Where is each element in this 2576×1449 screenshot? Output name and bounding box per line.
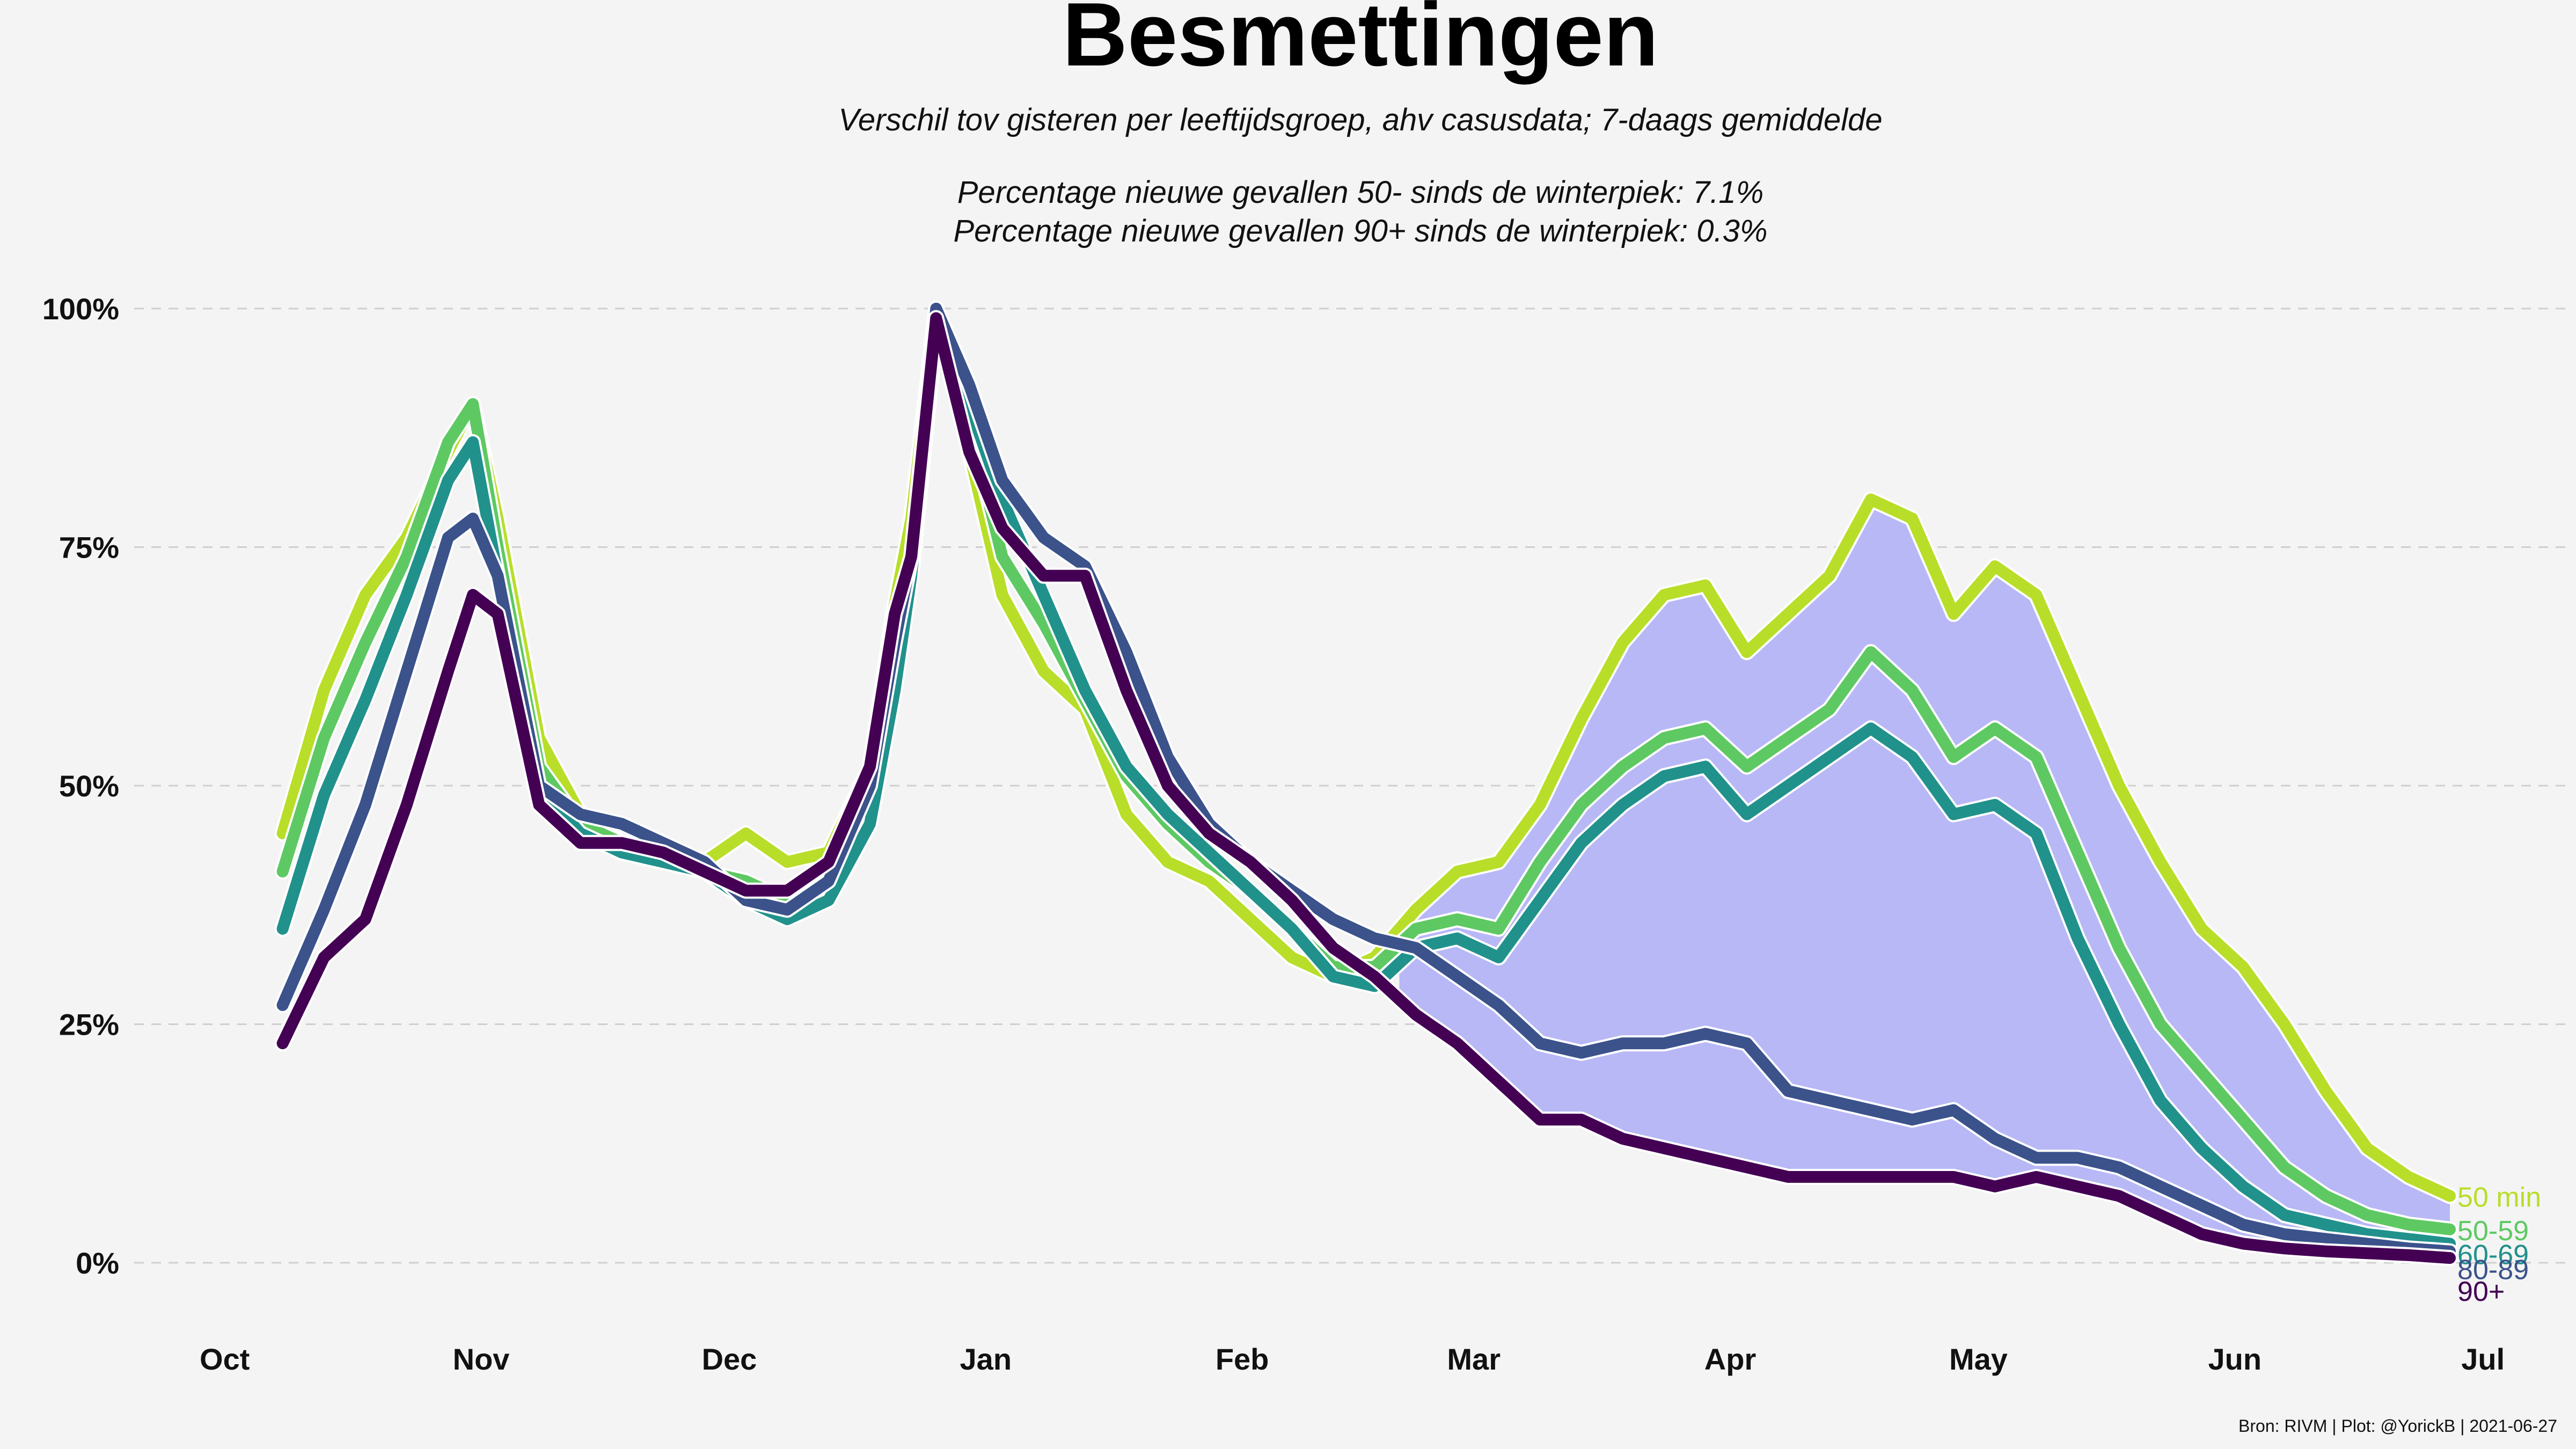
y-tick-label: 100% bbox=[42, 292, 119, 326]
series-line-80-89 bbox=[276, 303, 2456, 1257]
x-axis: Oct Nov Dec Jan Feb Mar Apr May Jun Jul bbox=[200, 1342, 2505, 1376]
chart-title: Besmettingen bbox=[1063, 0, 1659, 85]
series-end-label: 50-59 bbox=[2457, 1216, 2529, 1247]
x-tick-label: Mar bbox=[1447, 1342, 1501, 1376]
x-tick-label: Feb bbox=[1216, 1342, 1269, 1376]
y-tick-label: 75% bbox=[59, 531, 119, 565]
y-axis: 0% 25% 50% 75% 100% bbox=[42, 292, 119, 1280]
source-caption: Bron: RIVM | Plot: @YorickB | 2021-06-27 bbox=[2238, 1416, 2557, 1436]
series-end-label: 60-69 bbox=[2457, 1239, 2529, 1270]
chart-subtitle-line-3: Percentage nieuwe gevallen 90+ sinds de … bbox=[953, 214, 1767, 248]
y-tick-label: 25% bbox=[59, 1008, 119, 1042]
x-tick-label: Nov bbox=[453, 1342, 510, 1376]
chart-subtitle: Verschil tov gisteren per leeftijdsgroep… bbox=[838, 103, 1882, 137]
x-tick-label: Jun bbox=[2208, 1342, 2262, 1376]
x-tick-label: Jul bbox=[2461, 1342, 2505, 1376]
x-tick-label: Jan bbox=[960, 1342, 1012, 1376]
series-end-label: 90+ bbox=[2457, 1276, 2505, 1307]
series-end-label: 50 min bbox=[2457, 1182, 2541, 1213]
y-tick-label: 0% bbox=[76, 1246, 119, 1280]
series-lines bbox=[274, 301, 2458, 1267]
band-area bbox=[1399, 499, 2450, 1258]
series-line-90- bbox=[276, 312, 2456, 1264]
x-tick-label: Apr bbox=[1704, 1342, 1756, 1376]
chart-subtitle-line-2: Percentage nieuwe gevallen 50- sinds de … bbox=[957, 175, 1763, 210]
shaded-band bbox=[1399, 499, 2450, 1258]
x-tick-label: Oct bbox=[200, 1342, 250, 1376]
x-tick-label: Dec bbox=[702, 1342, 757, 1376]
series-line-60-69 bbox=[276, 321, 2456, 1250]
y-tick-label: 50% bbox=[59, 769, 119, 803]
series-end-label: 80-89 bbox=[2457, 1255, 2529, 1286]
x-tick-label: May bbox=[1949, 1342, 2008, 1376]
